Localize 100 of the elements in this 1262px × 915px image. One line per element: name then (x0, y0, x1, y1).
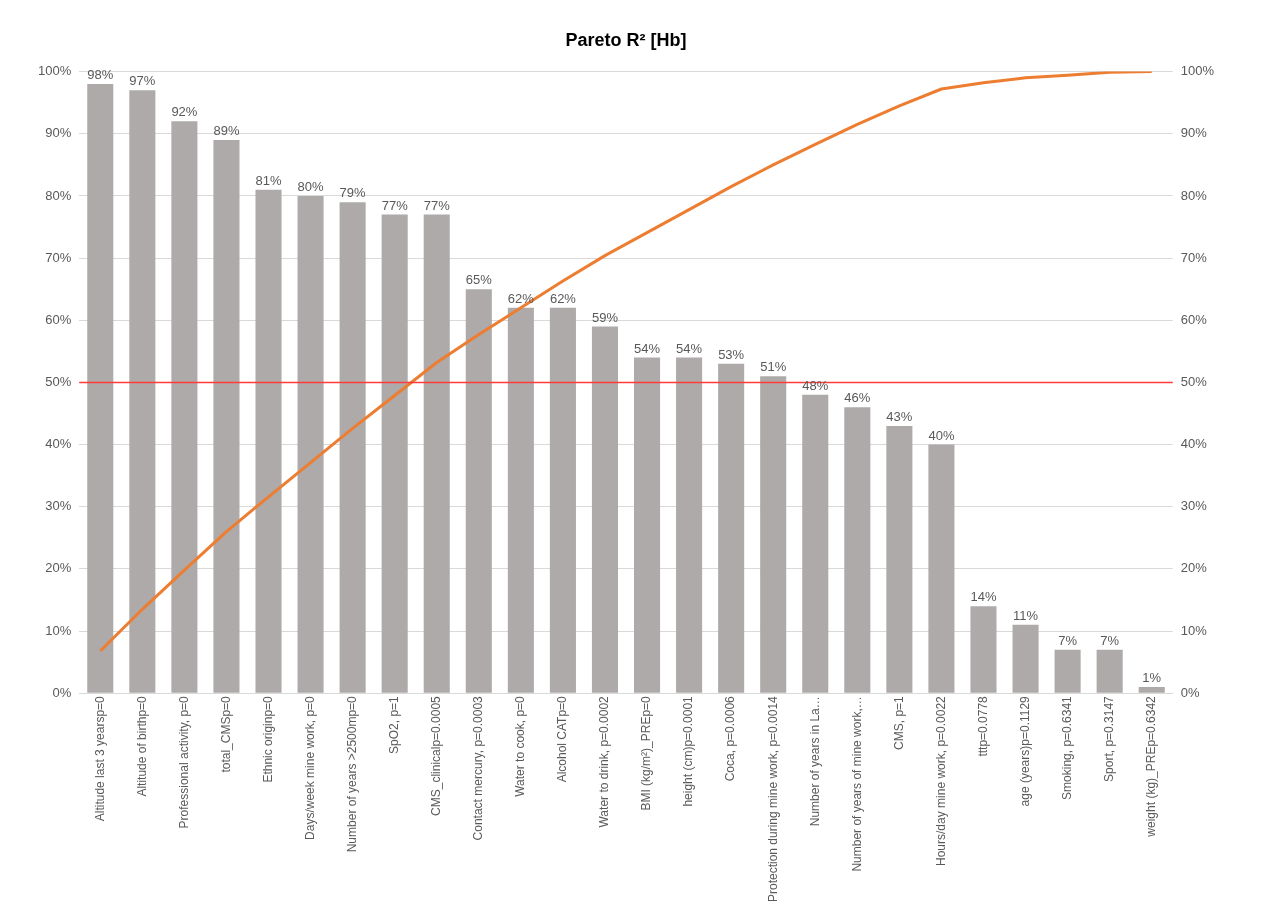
x-tick-label: Smoking, p=0.6341 (1059, 695, 1074, 800)
bar (465, 289, 492, 693)
x-tick-label: Coca, p=0.0006 (723, 695, 738, 782)
bar (129, 90, 156, 693)
data-label: 54% (634, 340, 661, 356)
data-label: 7% (1058, 632, 1078, 648)
y-tick-label: 90% (45, 125, 72, 141)
bar (423, 214, 450, 693)
x-tick-label: Altitude last 3 yearsp=0 (92, 695, 107, 822)
x-tick-label: CMS_clinicalp=0.0005 (429, 695, 444, 816)
y2-tick-label: 80% (1180, 187, 1208, 203)
x-tick-label: Water to drink, p=0.0002 (597, 695, 612, 828)
x-tick-label: Protection during mine work, p=0.0014 (765, 695, 780, 903)
data-label: 40% (928, 427, 955, 443)
x-tick-label: CMS, p=1 (891, 695, 906, 750)
y2-tick-label: 50% (1180, 373, 1208, 389)
y2-tick-label: 60% (1180, 311, 1208, 327)
data-label: 43% (886, 409, 913, 424)
x-tick-label: Alcohol CATp=0 (555, 695, 570, 783)
x-tick-label: Number of years of mine work,… (849, 696, 864, 872)
bar (591, 326, 619, 693)
bar (676, 357, 703, 693)
data-label: 65% (465, 272, 493, 288)
bar (760, 376, 787, 693)
chart-title: Pareto R² [Hb] (565, 29, 687, 50)
data-label: 62% (549, 290, 577, 306)
bar (970, 606, 997, 693)
y2-tick-label: 20% (1180, 560, 1208, 576)
bar (1012, 624, 1039, 693)
bar (718, 363, 745, 693)
data-label: 14% (970, 589, 997, 605)
y2-tick-label: 10% (1180, 622, 1208, 638)
x-tick-label: Ethnic originp=0 (260, 695, 275, 783)
y-tick-label: 40% (45, 436, 72, 452)
y-tick-label: 50% (45, 373, 72, 389)
x-tick-label: Contact mercury, p=0.0003 (471, 695, 486, 841)
x-tick-label: tttp=0.0778 (975, 695, 990, 757)
y-tick-label: 60% (45, 311, 72, 327)
y-tick-label: 20% (45, 560, 72, 576)
data-label: 51% (760, 359, 787, 375)
bar (171, 121, 198, 693)
data-label: 98% (87, 67, 114, 83)
x-tick-label: BMI (kg/m²)_PREp=0 (639, 695, 654, 811)
y-tick-label: 70% (45, 249, 72, 265)
y2-tick-label: 40% (1180, 436, 1208, 452)
bar (1054, 649, 1081, 693)
x-tick-label: Professional activity, p=0 (176, 695, 191, 829)
y2-tick-label: 30% (1180, 498, 1208, 514)
bar (297, 195, 324, 693)
x-tick-label: Altitude of birthp=0 (134, 695, 149, 797)
bar (1138, 687, 1165, 693)
y2-tick-label: 90% (1180, 125, 1208, 141)
data-label: 46% (844, 390, 871, 406)
x-tick-label: weight (kg)_PREp=0.6342 (1144, 695, 1159, 838)
x-tick-label: Number of years in La… (807, 696, 822, 827)
data-label: 81% (255, 172, 282, 188)
x-tick-label: Sport, p=0.3147 (1101, 695, 1116, 782)
y-tick-label: 10% (45, 622, 72, 638)
bar (633, 357, 661, 693)
data-label: 77% (381, 197, 409, 213)
x-tick-label: Hours/day mine work, p=0.0022 (933, 695, 948, 866)
data-label: 80% (297, 179, 325, 194)
y2-tick-label: 100% (1180, 63, 1215, 79)
y-tick-label: 0% (52, 684, 72, 700)
data-label: 89% (213, 123, 240, 139)
bar (507, 307, 534, 693)
x-tick-label: total_CMSp=0 (218, 695, 233, 773)
data-label: 62% (507, 290, 535, 306)
bar (928, 444, 955, 693)
x-tick-label: Water to cook, p=0 (513, 695, 528, 797)
bar (844, 407, 871, 693)
data-label: 79% (339, 185, 367, 201)
data-label: 54% (676, 340, 703, 356)
bar (255, 189, 282, 693)
y-tick-label: 30% (45, 498, 72, 514)
data-label: 97% (129, 73, 156, 89)
data-label: 11% (1013, 607, 1039, 623)
y2-tick-label: 0% (1180, 684, 1200, 700)
bar (339, 202, 366, 693)
bar (886, 425, 913, 693)
data-label: 53% (718, 346, 745, 362)
data-label: 7% (1100, 632, 1120, 648)
bar (802, 394, 829, 693)
y-tick-label: 80% (45, 187, 72, 203)
data-label: 92% (171, 104, 198, 120)
x-tick-label: age (years)p=0.1129 (1017, 695, 1032, 807)
x-tick-label: Days/week mine work, p=0 (302, 695, 317, 840)
data-label: 1% (1142, 670, 1162, 686)
x-tick-label: SpO2, p=1 (386, 695, 401, 754)
y-tick-label: 100% (38, 63, 72, 79)
data-label: 77% (423, 197, 451, 213)
bar (549, 307, 576, 693)
bar (1096, 649, 1123, 693)
bar (381, 214, 408, 693)
bar (87, 84, 114, 693)
data-label: 59% (591, 309, 619, 325)
y2-tick-label: 70% (1180, 249, 1208, 265)
x-tick-label: Number of years >2500mp=0 (344, 695, 359, 853)
bar (213, 139, 240, 693)
x-tick-label: height (cm)p=0.0001 (681, 695, 696, 807)
